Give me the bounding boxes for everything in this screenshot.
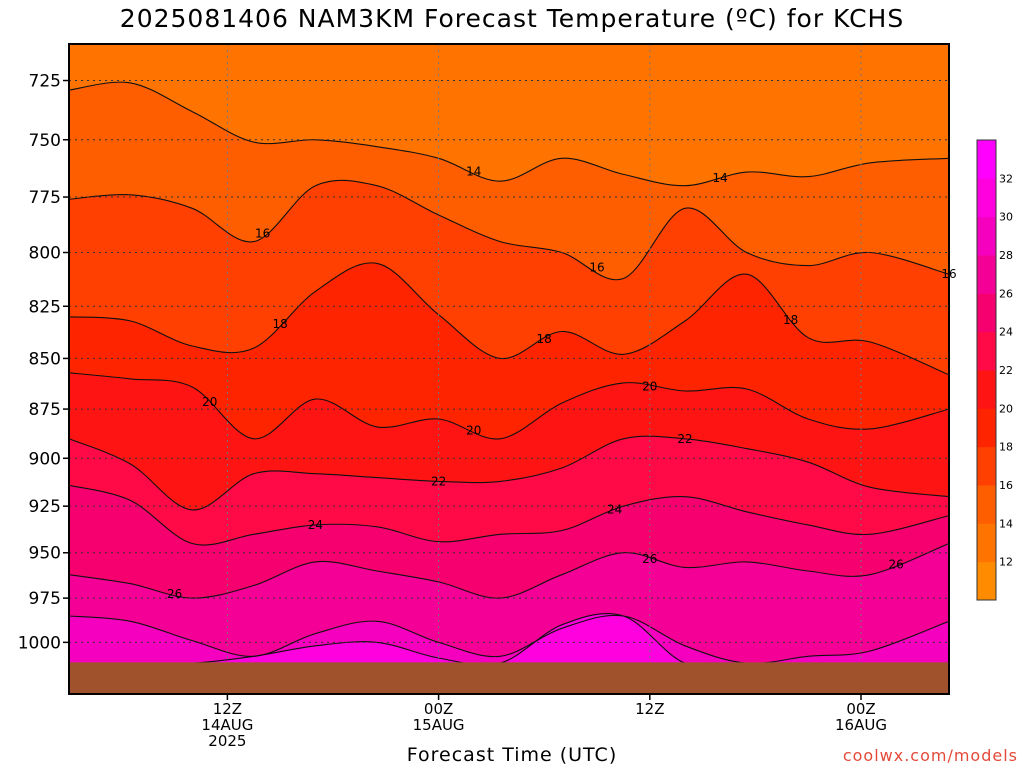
y-axis: 725 750 775 800 825 850 875 900 925 950 975 1000 [18, 72, 69, 653]
y-tick-label: 725 [29, 72, 61, 92]
contour-label: 26 [167, 587, 182, 601]
x-tick-label: 14AUG [201, 716, 253, 734]
contour-label: 16 [589, 260, 604, 274]
x-tick-label: 2025 [208, 732, 246, 750]
colorbar-swatch [977, 178, 996, 218]
y-tick-label: 1000 [18, 633, 61, 653]
isotherm-24 [69, 484, 949, 546]
isotherm-26 [69, 542, 949, 599]
y-tick-label: 875 [29, 400, 61, 420]
grid-layer [69, 44, 949, 694]
contour-label: 24 [607, 503, 622, 517]
contour-label: 20 [202, 395, 217, 409]
contour-label: 18 [273, 317, 288, 331]
colorbar-tick-label: 22 [999, 364, 1013, 377]
colorbar-swatch [977, 561, 996, 601]
y-tick-label: 925 [29, 497, 61, 517]
plot-frame [68, 43, 950, 695]
x-tick-label: 15AUG [413, 716, 465, 734]
contour-label: 18 [537, 332, 552, 346]
isotherm-line-layer [69, 81, 949, 668]
x-tick-label: 16AUG [835, 716, 887, 734]
colorbar-swatch [977, 331, 996, 371]
y-tick-label: 825 [29, 297, 61, 317]
colorbar-swatch [977, 255, 996, 294]
contour-label: 24 [308, 518, 323, 532]
contour-label: 16 [255, 227, 270, 241]
x-tick-label: 00Z [424, 700, 453, 718]
isotherm-20 [69, 372, 949, 440]
x-tick-label: 12Z [635, 700, 664, 718]
x-tick-label: 00Z [846, 700, 875, 718]
colorbar-frame [976, 139, 997, 601]
chart-title: 2025081406 NAM3KM Forecast Temperature (… [119, 4, 905, 33]
x-axis-label: Forecast Time (UTC) [406, 744, 618, 766]
contour-label: 14 [466, 164, 481, 178]
colorbar-tick-label: 30 [999, 211, 1013, 224]
y-tick-label: 850 [29, 349, 61, 369]
contour-label: 26 [642, 552, 657, 566]
isotherm-14 [69, 81, 949, 187]
contour-label: 16 [941, 267, 956, 281]
y-tick-label: 775 [29, 188, 61, 208]
contour-label: 18 [783, 313, 798, 327]
ground-surface [69, 662, 949, 694]
colorbar-tick-label: 28 [999, 249, 1013, 262]
colorbar-swatch [977, 408, 996, 448]
isotherm-18 [69, 262, 949, 376]
colorbar-swatch [977, 523, 996, 563]
colorbar: 12 14 16 18 20 22 24 26 28 30 32 [976, 139, 1013, 601]
y-tick-label: 950 [29, 544, 61, 564]
y-tick-label: 900 [29, 449, 61, 469]
y-tick-label: 800 [29, 244, 61, 264]
colorbar-swatch [977, 485, 996, 524]
contour-label: 22 [431, 474, 446, 488]
isotherm-22 [69, 435, 949, 511]
isotherm-28 [69, 614, 949, 665]
colorbar-swatch [977, 140, 996, 179]
colorbar-tick-label: 12 [999, 556, 1013, 569]
colorbar-swatch [977, 370, 996, 409]
contour-label: 20 [642, 379, 657, 393]
x-tick-label: 12Z [213, 700, 242, 718]
contour-label: 22 [677, 432, 692, 446]
colorbar-swatch [977, 446, 996, 486]
colorbar-tick-label: 14 [999, 517, 1013, 530]
colorbar-swatch [977, 216, 996, 256]
colorbar-tick-label: 32 [999, 172, 1013, 185]
credit-text: coolwx.com/models [842, 746, 1018, 765]
colorbar-swatch [977, 293, 996, 333]
contour-label-layer: 14 14 16 16 16 18 18 18 20 20 20 22 22 24 24 26 26 26 [167, 164, 957, 601]
isotherm-16 [69, 179, 949, 281]
y-tick-label: 975 [29, 589, 61, 609]
y-tick-label: 750 [29, 131, 61, 151]
contour-label: 20 [466, 423, 481, 437]
contour-label: 26 [889, 557, 904, 571]
colorbar-tick-label: 26 [999, 287, 1013, 300]
contour-label: 14 [713, 171, 728, 185]
colorbar-tick-label: 16 [999, 479, 1013, 492]
colorbar-tick-label: 24 [999, 326, 1013, 339]
colorbar-tick-label: 18 [999, 441, 1013, 454]
colorbar-tick-label: 20 [999, 402, 1013, 415]
